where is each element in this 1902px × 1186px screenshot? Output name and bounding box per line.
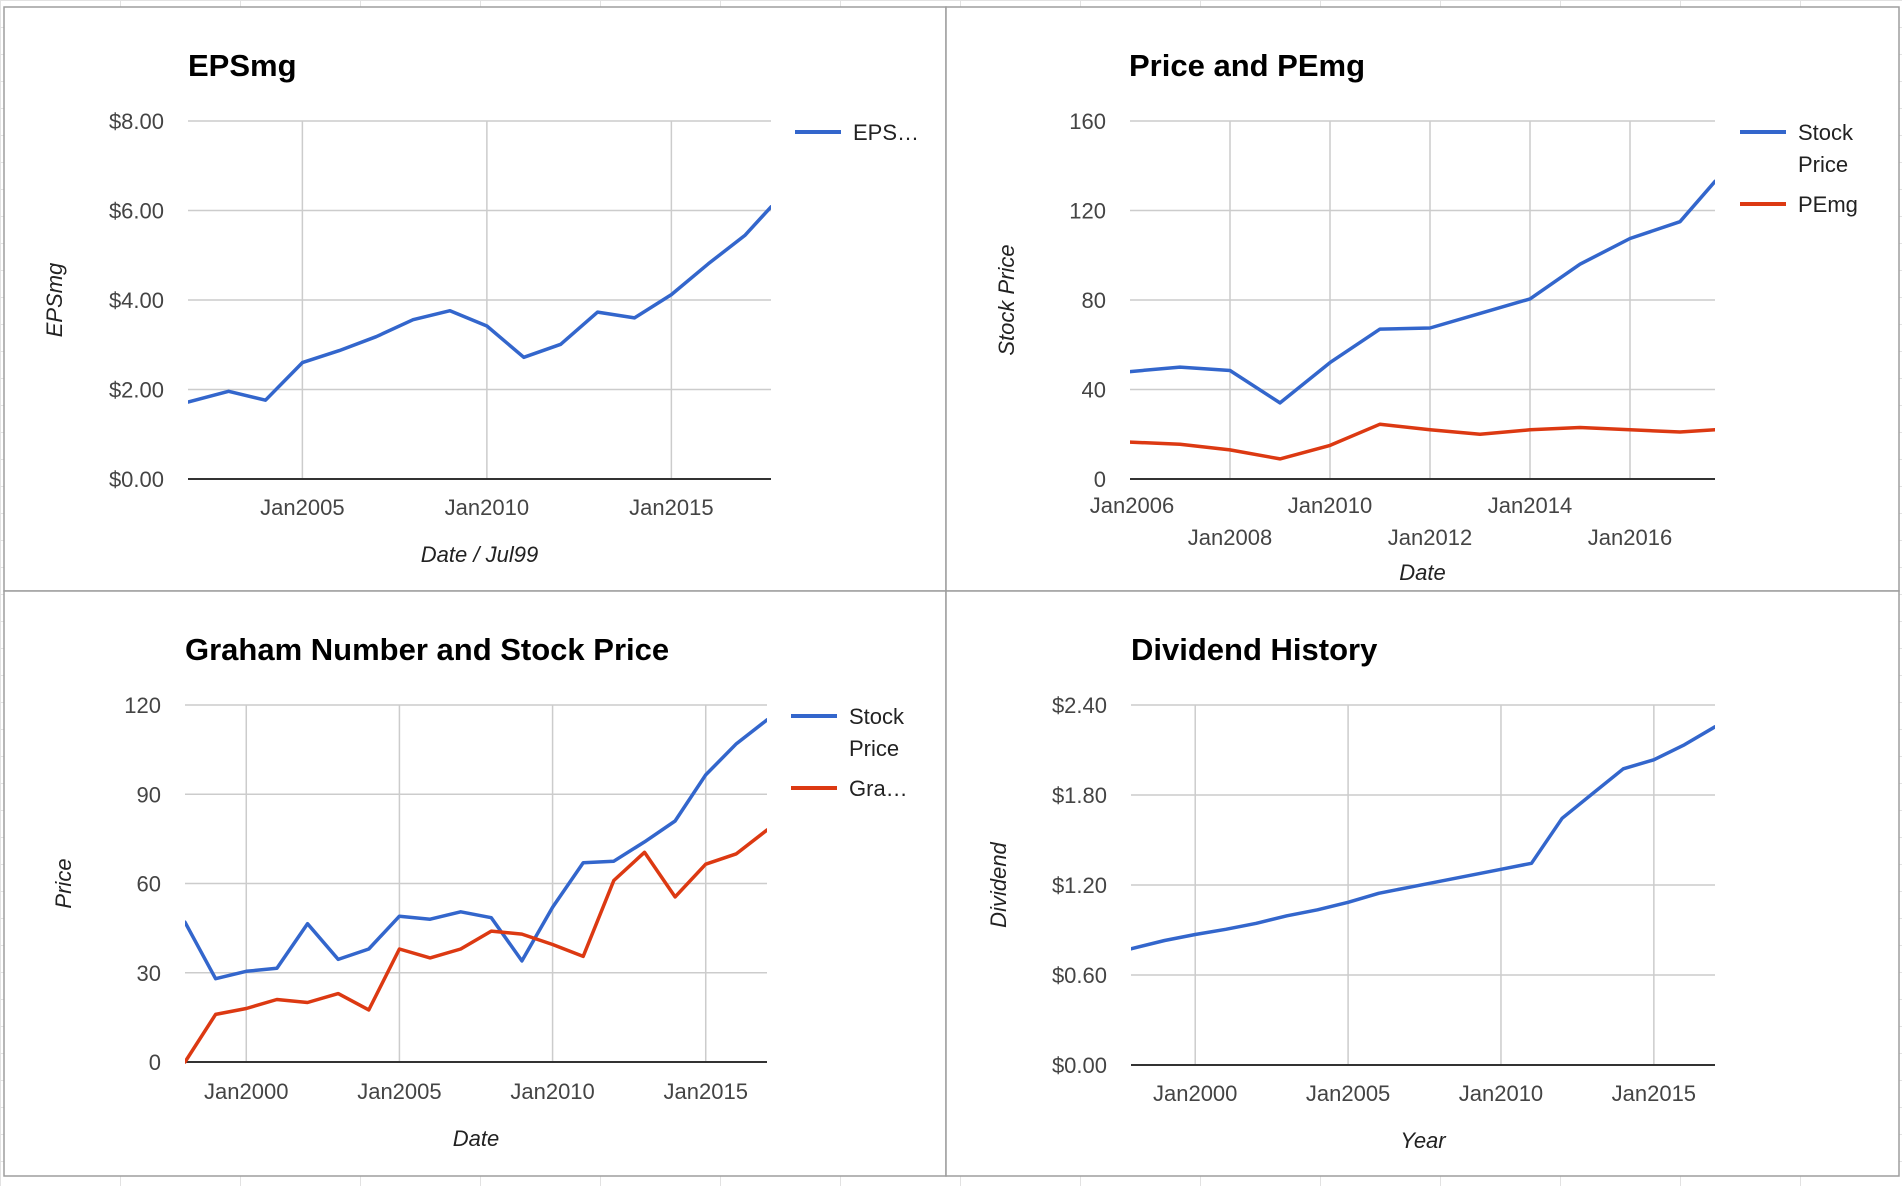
x-tick-label: Jan2014 <box>1488 493 1572 518</box>
chart-panel-4: Dividend History $0.00 $0.60 $1.20 $1.80 $2.4… <box>945 590 1900 1177</box>
legend-label: EPS… <box>853 120 919 145</box>
y-axis-title: Stock Price <box>994 244 1019 355</box>
series-line-dividend <box>1131 725 1715 951</box>
x-tick-label: Jan2000 <box>204 1079 288 1104</box>
y-tick-label: $0.00 <box>1052 1053 1107 1078</box>
y-axis-title: Dividend <box>986 841 1011 927</box>
x-tick-label: Jan2005 <box>357 1079 441 1104</box>
x-tick-label: Jan2016 <box>1588 525 1672 550</box>
y-tick-label: 40 <box>1082 378 1106 403</box>
x-tick-label: Jan2012 <box>1388 525 1472 550</box>
legend-label: Stock <box>1798 120 1854 145</box>
chart-title: EPSmg <box>188 48 297 83</box>
y-tick-label: $0.60 <box>1052 963 1107 988</box>
x-tick-label: Jan2010 <box>510 1079 594 1104</box>
chart-panel-3: Graham Number and Stock Price 0 30 60 90 120 J… <box>3 590 947 1177</box>
y-tick-label: $1.20 <box>1052 873 1107 898</box>
legend-label: PEmg <box>1798 192 1858 217</box>
x-tick-label: Jan2010 <box>1288 493 1372 518</box>
x-tick-label: Jan2000 <box>1153 1081 1237 1106</box>
chart-panel-1: EPSmg $0.00 $2.00 $4.00 $6.00 $8.00 Jan2005 Jan… <box>3 6 947 592</box>
y-tick-label: $0.00 <box>109 467 164 492</box>
x-axis-title: Date <box>453 1126 499 1151</box>
y-tick-label: $2.00 <box>109 378 164 403</box>
x-tick-label: Jan2006 <box>1090 493 1174 518</box>
x-axis-title: Date / Jul99 <box>421 542 538 567</box>
legend-label: Stock <box>849 704 905 729</box>
legend-item[interactable]: Stock Price <box>1740 120 1854 177</box>
x-tick-label: Jan2010 <box>1459 1081 1543 1106</box>
series-line-pemg <box>1130 422 1715 461</box>
y-tick-label: $2.40 <box>1052 693 1107 718</box>
y-tick-label: 90 <box>137 782 161 807</box>
series-line-stock-price <box>185 718 767 981</box>
y-tick-label: 120 <box>1069 199 1106 224</box>
y-tick-label: $1.80 <box>1052 783 1107 808</box>
legend-label: Gra… <box>849 776 908 801</box>
x-tick-label: Jan2015 <box>1612 1081 1696 1106</box>
legend-label: Price <box>1798 152 1848 177</box>
y-tick-label: 0 <box>149 1050 161 1075</box>
x-axis-title: Year <box>1400 1128 1447 1153</box>
legend-item[interactable]: Stock Price <box>791 704 905 761</box>
y-tick-label: $6.00 <box>109 199 164 224</box>
x-axis-title: Date <box>1399 560 1445 585</box>
y-tick-label: 60 <box>137 872 161 897</box>
x-tick-label: Jan2008 <box>1188 525 1272 550</box>
x-tick-label: Jan2005 <box>260 495 344 520</box>
series-line-epsmg <box>188 205 771 404</box>
chart-title: Dividend History <box>1131 632 1378 667</box>
legend-item[interactable]: Gra… <box>791 776 908 801</box>
y-tick-label: 0 <box>1094 467 1106 492</box>
y-axis-title: Price <box>51 858 76 908</box>
legend-item[interactable]: EPS… <box>795 120 919 145</box>
y-tick-label: $4.00 <box>109 288 164 313</box>
chart-panel-2: Price and PEmg 0 40 80 120 160 Jan2006 Jan2008 J… <box>945 6 1900 592</box>
y-tick-label: 120 <box>124 693 161 718</box>
y-tick-label: 160 <box>1069 109 1106 134</box>
chart-frame <box>945 6 1900 592</box>
chart-title: Graham Number and Stock Price <box>185 632 669 667</box>
y-tick-label: 80 <box>1082 288 1106 313</box>
legend-item[interactable]: PEmg <box>1740 192 1858 217</box>
x-tick-label: Jan2015 <box>629 495 713 520</box>
series-line-stock-price <box>1130 179 1715 405</box>
y-tick-label: 30 <box>137 961 161 986</box>
legend-label: Price <box>849 736 899 761</box>
x-tick-label: Jan2015 <box>664 1079 748 1104</box>
chart-title: Price and PEmg <box>1129 48 1365 83</box>
x-tick-label: Jan2005 <box>1306 1081 1390 1106</box>
chart-frame <box>3 6 947 592</box>
x-tick-label: Jan2010 <box>445 495 529 520</box>
y-axis-title: EPSmg <box>42 262 67 337</box>
y-tick-label: $8.00 <box>109 109 164 134</box>
series-line-graham-number <box>185 828 767 1064</box>
